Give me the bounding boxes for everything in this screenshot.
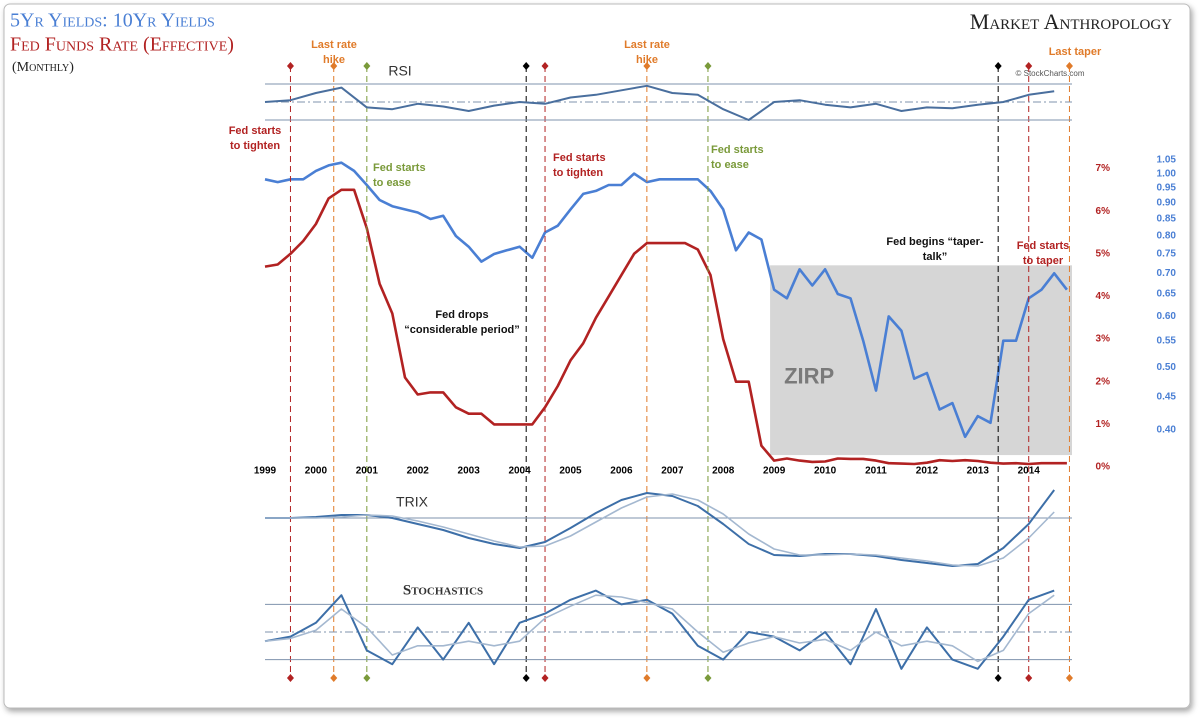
event-label: hike — [636, 54, 658, 66]
event-marker — [704, 674, 712, 682]
data-line — [265, 489, 1055, 567]
y2-tick-label: 0.85 — [1157, 214, 1177, 225]
event-label: Last rate — [624, 39, 670, 51]
event-label: Last taper — [1049, 46, 1102, 58]
event-label: Fed starts — [1017, 240, 1070, 252]
event-label: hike — [323, 54, 345, 66]
event-label: to taper — [1023, 255, 1064, 267]
event-label: to tighten — [553, 167, 603, 179]
series-title: 5Yr Yields: 10Yr Yields — [10, 10, 215, 32]
y-tick-label: 6% — [1096, 206, 1111, 217]
credit: © StockCharts.com — [1015, 69, 1084, 78]
x-tick-label: 2002 — [407, 466, 430, 477]
y-tick-label: 5% — [1096, 248, 1111, 259]
event-label: Fed starts — [553, 152, 606, 164]
x-tick-label: 2005 — [559, 466, 582, 477]
subtitle: (Monthly) — [12, 60, 74, 75]
x-tick-label: 2009 — [763, 466, 786, 477]
event-marker — [1025, 674, 1033, 682]
y2-tick-label: 0.60 — [1157, 311, 1177, 322]
data-line — [265, 493, 1055, 567]
event-label: to tighten — [230, 140, 280, 152]
y-tick-label: 7% — [1096, 163, 1111, 174]
y2-tick-label: 0.90 — [1157, 198, 1177, 209]
y2-tick-label: 0.75 — [1157, 249, 1177, 260]
event-marker — [286, 62, 294, 70]
event-marker — [522, 674, 530, 682]
x-tick-label: 1999 — [254, 466, 277, 477]
series-title: Fed Funds Rate (Effective) — [10, 34, 234, 56]
event-marker — [1065, 62, 1073, 70]
data-line — [264, 188, 1067, 466]
y-tick-label: 3% — [1096, 334, 1111, 345]
shaded-region — [770, 265, 1072, 456]
event-label: talk” — [923, 251, 947, 263]
y2-tick-label: 1.00 — [1157, 168, 1177, 179]
brand: Market Anthropology — [970, 9, 1172, 34]
x-tick-label: 2013 — [967, 466, 990, 477]
x-tick-label: 2008 — [712, 466, 735, 477]
event-label: to ease — [373, 177, 411, 189]
event-label: Fed starts — [711, 144, 764, 156]
panel-title: TRIX — [396, 494, 429, 510]
event-marker — [643, 674, 651, 682]
x-tick-label: 2003 — [458, 466, 481, 477]
event-marker — [522, 62, 530, 70]
x-tick-label: 2006 — [610, 466, 633, 477]
event-label: Fed starts — [373, 162, 426, 174]
y2-tick-label: 0.55 — [1157, 335, 1177, 346]
y-tick-label: 2% — [1096, 376, 1111, 387]
event-label: Fed starts — [229, 125, 282, 137]
event-marker — [1025, 62, 1033, 70]
y-tick-label: 0% — [1096, 462, 1111, 473]
x-tick-label: 2010 — [814, 466, 837, 477]
event-label: “considerable period” — [404, 324, 520, 336]
x-tick-label: 2007 — [661, 466, 684, 477]
event-marker — [363, 62, 371, 70]
data-line — [264, 589, 1055, 670]
panel-title: Stochastics — [403, 582, 483, 598]
x-tick-label: 2011 — [865, 466, 887, 477]
x-tick-label: 2004 — [508, 466, 531, 477]
event-marker — [363, 674, 371, 682]
y2-tick-label: 0.70 — [1157, 268, 1177, 279]
x-tick-label: 2000 — [305, 466, 328, 477]
event-marker — [541, 674, 549, 682]
event-marker — [643, 62, 651, 70]
event-marker — [994, 674, 1002, 682]
y2-tick-label: 1.05 — [1157, 155, 1177, 166]
event-label: Fed begins “taper- — [886, 236, 984, 248]
event-marker — [330, 674, 338, 682]
event-marker — [286, 674, 294, 682]
event-label: Last rate — [311, 39, 357, 51]
y2-tick-label: 0.50 — [1157, 362, 1177, 373]
event-marker — [330, 62, 338, 70]
y-tick-label: 1% — [1096, 419, 1111, 430]
region-label: ZIRP — [784, 363, 834, 388]
event-marker — [541, 62, 549, 70]
data-line — [264, 594, 1055, 663]
y2-tick-label: 0.65 — [1157, 289, 1177, 300]
y2-tick-label: 0.95 — [1157, 183, 1177, 194]
y-tick-label: 4% — [1096, 291, 1111, 302]
event-marker — [994, 62, 1002, 70]
event-marker — [704, 62, 712, 70]
x-tick-label: 2012 — [916, 466, 939, 477]
panel-title: RSI — [388, 63, 411, 79]
event-label: Fed drops — [435, 309, 488, 321]
y2-tick-label: 0.45 — [1157, 391, 1177, 402]
data-line — [264, 84, 1055, 121]
event-marker — [1065, 674, 1073, 682]
y2-tick-label: 0.80 — [1157, 231, 1177, 242]
y2-tick-label: 0.40 — [1157, 424, 1177, 435]
data-line — [264, 161, 1068, 439]
event-label: to ease — [711, 159, 749, 171]
